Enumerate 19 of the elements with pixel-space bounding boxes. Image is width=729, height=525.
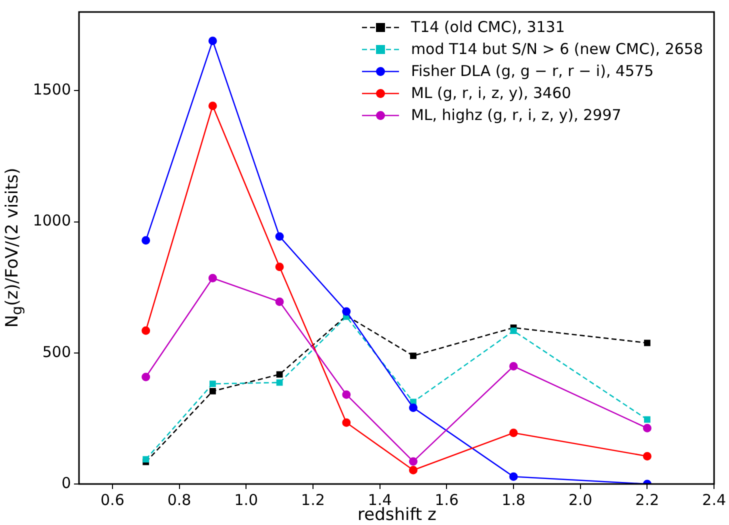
legend-label: ML (g, r, i, z, y), 3460 [410,84,572,102]
y-tick-label: 1500 [32,80,71,99]
legend-label: mod T14 but S/N > 6 (new CMC), 2658 [410,40,703,58]
x-tick-label: 0.6 [100,490,124,509]
x-tick-label: 2.0 [568,490,592,509]
x-tick-label: 1.8 [502,490,526,509]
legend-label: Fisher DLA (g, g − r, r − i), 4575 [410,62,654,80]
legend-label: ML, highz (g, r, i, z, y), 2997 [410,106,622,124]
x-tick-label: 2.4 [702,490,726,509]
x-tick-label: 1.6 [434,490,459,509]
x-axis-title: redshift z [358,505,436,525]
x-tick-label: 1.0 [234,490,258,509]
y-tick-label: 1000 [32,212,71,230]
legend-label: T14 (old CMC), 3131 [410,18,565,36]
y-tick-label: 500 [42,342,71,361]
x-tick-label: 1.2 [301,490,325,509]
y-tick-label: 0 [61,474,71,492]
x-tick-label: 0.8 [167,490,192,509]
x-tick-label: 2.2 [635,490,660,509]
